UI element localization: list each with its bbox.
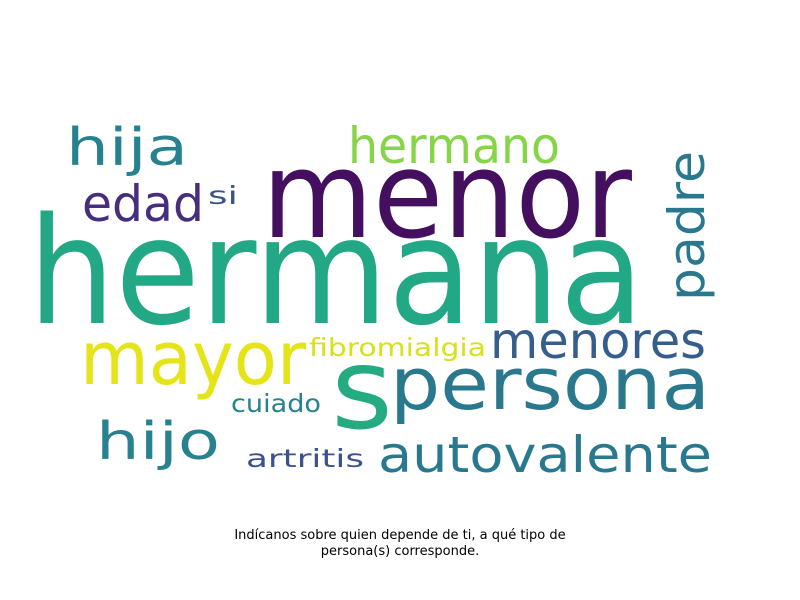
word-menor: menor [262,127,633,266]
caption-line-1: Indícanos sobre quien depende de ti, a q… [234,528,566,543]
chart-caption: Indícanos sobre quien depende de ti, a q… [150,528,650,560]
word-hermano: hermano [348,117,560,175]
word-fibromialgia: fibromialgia [309,333,486,362]
word-edad: edad [82,175,204,233]
caption-line-2: persona(s) corresponde. [320,544,480,559]
word-autovalente: autovalente [378,426,712,484]
word-cuiado: cuiado [231,389,321,418]
word-hija: hija [66,118,188,178]
word-mayor: mayor [80,316,307,402]
word-artritis: artritis [246,444,364,473]
word-hijo: hijo [96,412,220,472]
word-si: si [208,181,238,210]
word-persona: persona [390,342,710,426]
word-menores: menores [490,312,706,370]
word-s: s [331,325,393,455]
word-hermana: hermana [28,186,644,358]
word-padre: padre [658,151,716,301]
